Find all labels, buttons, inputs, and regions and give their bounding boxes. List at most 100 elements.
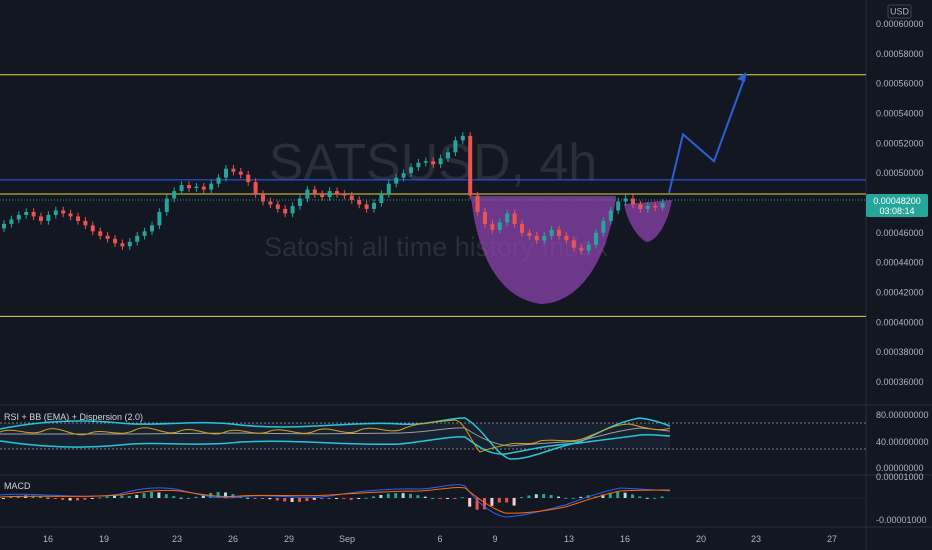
candle-down bbox=[68, 213, 73, 217]
macd-axis-label-pos: 0.00001000 bbox=[876, 472, 924, 482]
candle-up bbox=[645, 205, 650, 209]
macd-histogram-bar bbox=[475, 498, 479, 510]
rsi-pane[interactable]: RSI + BB (EMA) + Dispersion (2.0) bbox=[0, 412, 866, 460]
macd-histogram-bar bbox=[253, 498, 257, 499]
rsi-axis-label-40: 40.00000000 bbox=[876, 437, 929, 447]
time-axis-label: 19 bbox=[99, 534, 109, 544]
macd-histogram-bar bbox=[142, 492, 146, 498]
candlestick-series[interactable] bbox=[2, 132, 665, 255]
candle-down bbox=[90, 225, 95, 232]
candle-up bbox=[135, 235, 140, 242]
price-tag-background bbox=[866, 194, 928, 217]
macd-histogram-bar bbox=[364, 497, 368, 499]
macd-histogram-bar bbox=[401, 493, 405, 498]
time-axis[interactable]: 16 19 23 26 29 Sep 6 9 13 16 20 23 27 bbox=[43, 534, 837, 544]
macd-histogram-bar bbox=[357, 498, 361, 499]
candle-up bbox=[601, 220, 606, 233]
macd-histogram-bar bbox=[416, 495, 420, 498]
macd-histogram-bar bbox=[68, 498, 72, 501]
candle-up bbox=[24, 211, 29, 215]
macd-histogram-bar bbox=[39, 496, 42, 498]
candle-up bbox=[416, 162, 421, 168]
macd-histogram-bar bbox=[623, 492, 627, 498]
candle-down bbox=[187, 185, 191, 189]
currency-badge-box bbox=[887, 4, 912, 19]
price-axis-label: 0.00054000 bbox=[876, 109, 924, 119]
rsi-indicator-label[interactable]: RSI + BB (EMA) + Dispersion (2.0) bbox=[4, 412, 143, 422]
candle-up bbox=[616, 201, 621, 211]
candle-up bbox=[372, 203, 376, 209]
macd-histogram-bar bbox=[261, 498, 264, 499]
macd-histogram-bar bbox=[549, 495, 553, 498]
price-axis-label: 0.00052000 bbox=[876, 138, 924, 148]
candle-down bbox=[61, 210, 66, 214]
price-axis-label: 0.00040000 bbox=[876, 317, 924, 327]
candle-up bbox=[142, 231, 147, 236]
candle-down bbox=[31, 211, 36, 217]
price-axis-label: 0.00056000 bbox=[876, 79, 924, 89]
candle-up bbox=[194, 186, 199, 189]
current-price-tag[interactable]: 0.00048200 03:08:14 bbox=[866, 194, 928, 217]
candle-up bbox=[216, 177, 221, 184]
macd-histogram-bar bbox=[327, 498, 331, 499]
macd-pane[interactable]: MACD bbox=[0, 481, 866, 518]
macd-histogram-bar bbox=[660, 496, 664, 498]
macd-indicator-label[interactable]: MACD bbox=[4, 481, 31, 491]
price-axis-label: 0.00044000 bbox=[876, 258, 924, 268]
candle-up bbox=[660, 203, 665, 208]
macd-histogram-bar bbox=[386, 493, 390, 498]
macd-histogram-bar bbox=[483, 498, 486, 510]
candle-down bbox=[275, 204, 280, 209]
macd-histogram-bar bbox=[438, 498, 442, 499]
candle-up bbox=[46, 214, 51, 221]
macd-histogram-bar bbox=[164, 494, 168, 498]
candle-down bbox=[638, 204, 643, 209]
candle-up bbox=[290, 205, 295, 214]
macd-histogram-bar bbox=[179, 497, 183, 499]
macd-histogram-bar bbox=[601, 494, 605, 498]
macd-histogram-bar bbox=[83, 498, 87, 500]
macd-histogram-bar bbox=[283, 498, 287, 502]
macd-histogram-bar bbox=[268, 498, 272, 500]
candle-up bbox=[586, 244, 591, 251]
macd-histogram-bar bbox=[305, 498, 309, 502]
horizontal-levels[interactable] bbox=[0, 74, 866, 317]
candle-up bbox=[608, 210, 613, 221]
candle-up bbox=[224, 168, 228, 178]
candle-up bbox=[2, 223, 6, 229]
candle-down bbox=[76, 216, 80, 221]
macd-histogram-bar bbox=[46, 497, 50, 499]
candle-down bbox=[98, 231, 103, 236]
candle-down bbox=[631, 198, 635, 205]
macd-histogram-bar bbox=[564, 497, 568, 499]
macd-histogram-bar bbox=[187, 497, 190, 499]
candle-up bbox=[623, 198, 628, 202]
projection-arrow-head[interactable] bbox=[737, 71, 746, 82]
price-axis-label: 0.00038000 bbox=[876, 347, 924, 357]
candle-up bbox=[305, 189, 310, 199]
macd-histogram-bar bbox=[571, 497, 575, 499]
price-axis[interactable]: 0.00060000 0.00058000 0.00056000 0.00054000… bbox=[865, 0, 924, 550]
currency-badge[interactable]: USD bbox=[887, 4, 912, 19]
macd-histogram-bar bbox=[423, 496, 427, 498]
macd-histogram-bar bbox=[201, 494, 205, 498]
time-axis-label: 13 bbox=[564, 534, 574, 544]
macd-histogram-bar bbox=[76, 498, 79, 501]
candle-down bbox=[253, 182, 258, 195]
candle-up bbox=[505, 213, 510, 223]
time-axis-label: Sep bbox=[339, 534, 355, 544]
handle-pattern-shape[interactable] bbox=[624, 200, 672, 242]
macd-histogram-bar bbox=[372, 496, 375, 498]
macd-histogram-bar bbox=[653, 497, 657, 499]
candle-up bbox=[127, 241, 132, 247]
macd-histogram-bar bbox=[61, 498, 65, 500]
rsi-line bbox=[0, 419, 671, 453]
macd-histogram-bar bbox=[216, 492, 220, 498]
candle-up bbox=[172, 191, 177, 199]
candle-down bbox=[312, 189, 317, 195]
candle-down bbox=[113, 238, 117, 244]
projection-path[interactable] bbox=[668, 73, 747, 194]
time-axis-label: 29 bbox=[284, 534, 294, 544]
candle-up bbox=[16, 214, 21, 220]
